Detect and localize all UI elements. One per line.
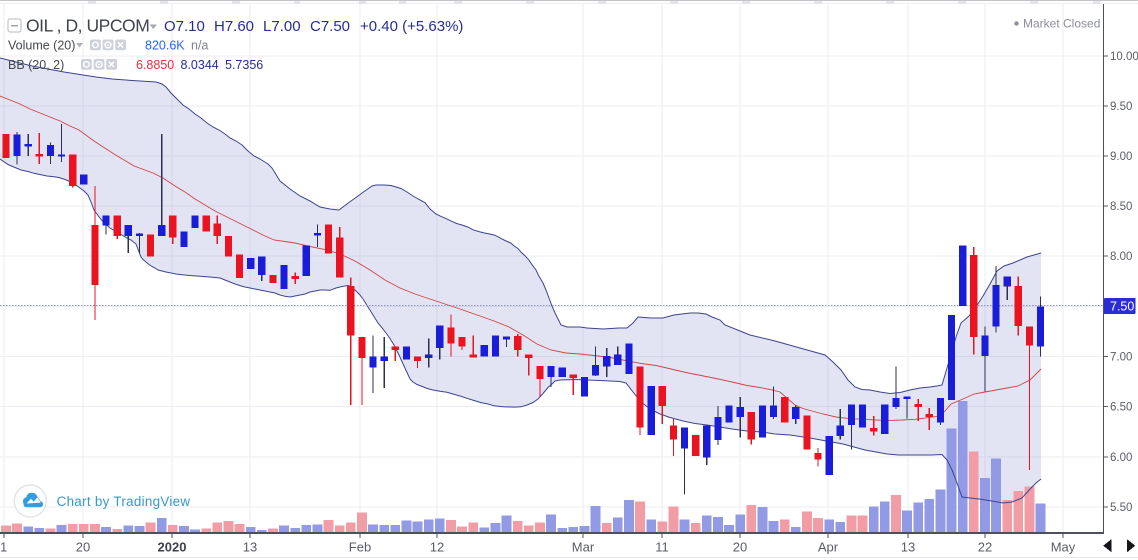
- svg-text:11: 11: [655, 540, 669, 555]
- svg-text:8.50: 8.50: [1110, 201, 1132, 213]
- svg-text:8.0344: 8.0344: [181, 58, 219, 72]
- svg-text:6.50: 6.50: [1110, 402, 1132, 414]
- svg-text:Chart by TradingView: Chart by TradingView: [57, 494, 191, 509]
- svg-text:7.00: 7.00: [1110, 352, 1132, 364]
- svg-text:+0.40 (+5.63%): +0.40 (+5.63%): [360, 18, 463, 35]
- svg-text:BB (20, 2): BB (20, 2): [8, 58, 64, 72]
- svg-text:5.50: 5.50: [1110, 502, 1132, 514]
- svg-text:n/a: n/a: [191, 39, 208, 53]
- svg-text:Feb: Feb: [349, 540, 371, 555]
- svg-text:6.00: 6.00: [1110, 452, 1132, 464]
- svg-text:10.00: 10.00: [1110, 51, 1138, 63]
- svg-text:20: 20: [733, 540, 747, 555]
- svg-text:20: 20: [76, 540, 90, 555]
- svg-text:9.00: 9.00: [1110, 151, 1132, 163]
- svg-text:O7.10: O7.10: [164, 18, 205, 35]
- svg-text:Mar: Mar: [572, 540, 595, 555]
- svg-text:OIL , D, UPCOM: OIL , D, UPCOM: [26, 16, 149, 36]
- svg-text:May: May: [1051, 540, 1076, 555]
- svg-text:1: 1: [0, 540, 7, 555]
- svg-text:7.50: 7.50: [1110, 300, 1134, 314]
- svg-text:C7.50: C7.50: [310, 18, 350, 35]
- svg-text:Apr: Apr: [818, 540, 839, 555]
- svg-text:13: 13: [243, 540, 257, 555]
- svg-text:13: 13: [901, 540, 915, 555]
- svg-text:5.7356: 5.7356: [225, 58, 263, 72]
- svg-text:9.50: 9.50: [1110, 101, 1132, 113]
- svg-text:12: 12: [430, 540, 444, 555]
- svg-text:6.8850: 6.8850: [136, 58, 174, 72]
- svg-text:2020: 2020: [158, 540, 187, 555]
- svg-text:Market Closed: Market Closed: [1023, 17, 1100, 31]
- svg-text:Volume (20): Volume (20): [8, 39, 75, 53]
- svg-text:8.00: 8.00: [1110, 251, 1132, 263]
- svg-text:22: 22: [978, 540, 992, 555]
- svg-text:820.6K: 820.6K: [145, 39, 185, 53]
- svg-text:H7.60: H7.60: [214, 18, 254, 35]
- svg-text:L7.00: L7.00: [263, 18, 301, 35]
